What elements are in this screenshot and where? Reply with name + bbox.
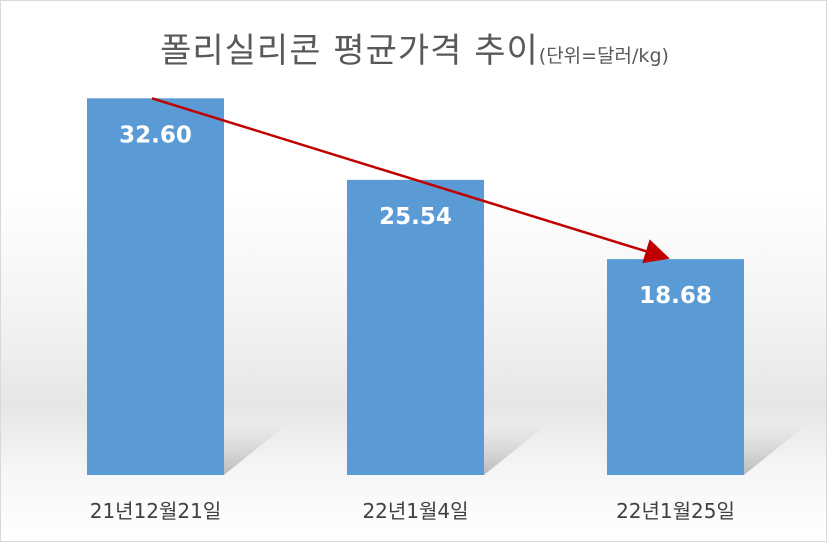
category-label-3: 22년1월25일 [616,499,735,523]
chart-title-unit: (단위=달러/kg) [538,45,669,67]
category-labels: 21년12월21일 22년1월4일 22년1월25일 [90,499,735,523]
bar-2 [347,179,484,476]
value-label-2: 25.54 [379,204,452,230]
bars [87,98,744,476]
category-label-2: 22년1월4일 [362,499,468,523]
value-labels: 32.60 25.54 18.68 [119,122,712,309]
trend-arrow [151,97,670,264]
value-label-1: 32.60 [119,122,192,148]
chart-title: 폴리실리콘 평균가격 추이(단위=달러/kg) [1,23,826,72]
chart-title-main: 폴리실리콘 평균가격 추이 [160,31,539,71]
bar-1 [87,98,224,476]
bar-3 [607,259,744,475]
value-label-3: 18.68 [639,283,712,309]
category-label-1: 21년12월21일 [90,499,222,523]
